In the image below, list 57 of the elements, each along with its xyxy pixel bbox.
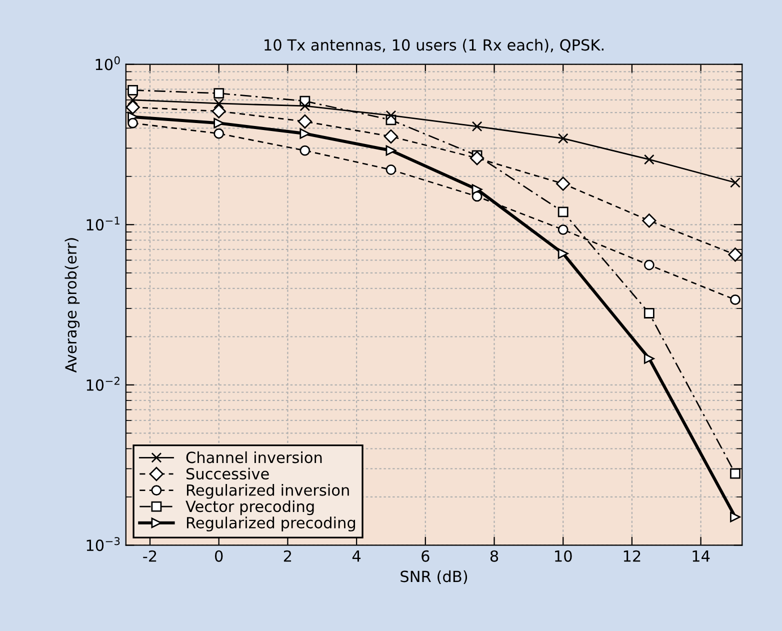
point — [472, 184, 482, 195]
x-tick-label: -2 — [143, 550, 156, 562]
legend-label: Regularized inversion — [186, 484, 349, 499]
point — [214, 128, 224, 139]
point — [298, 114, 312, 129]
point — [644, 308, 654, 318]
point — [300, 128, 310, 139]
point — [386, 164, 396, 175]
point — [472, 121, 482, 132]
y-tick-label: 10$^{−3}$ — [86, 537, 120, 552]
point — [730, 177, 740, 188]
x-tick-label: 2 — [284, 550, 292, 562]
point — [214, 88, 224, 98]
y-tick-label: 10$^{0}$ — [96, 56, 120, 70]
x-tick-label: 12 — [624, 550, 640, 562]
point — [214, 118, 224, 128]
point — [386, 110, 396, 121]
legend-label: Vector precoding — [186, 500, 314, 516]
point — [556, 176, 570, 191]
point — [558, 248, 568, 259]
point — [214, 98, 224, 109]
point — [730, 512, 740, 522]
legend-label: Regularized precoding — [186, 516, 356, 532]
point — [384, 129, 398, 144]
x-axis-title: SNR (dB) — [400, 570, 468, 584]
legend-label: Channel inversion — [186, 451, 322, 464]
point — [730, 468, 740, 479]
point — [470, 151, 484, 166]
y-tick-label: 10$^{−2}$ — [86, 376, 120, 391]
y-axis-title: Average prob(err) — [64, 238, 80, 373]
point — [642, 214, 656, 228]
point — [386, 145, 396, 156]
x-tick-label: 4 — [352, 550, 361, 562]
y-tick-label: 10$^{−1}$ — [86, 216, 120, 231]
x-tick-label: 14 — [692, 550, 710, 562]
point — [558, 133, 568, 144]
point — [558, 224, 568, 235]
point — [128, 118, 138, 128]
point — [212, 104, 226, 118]
point — [644, 353, 654, 364]
point — [644, 260, 654, 270]
x-tick-label: 8 — [490, 550, 498, 562]
x-tick-label: 10 — [555, 550, 572, 562]
point — [730, 294, 740, 305]
point — [558, 206, 568, 218]
point — [300, 100, 310, 112]
point — [126, 100, 140, 114]
chart-title: 10 Tx antennas, 10 users (1 Rx each), QPSK. — [264, 38, 604, 52]
x-tick-label: 0 — [215, 550, 223, 562]
legend-label: Successive — [186, 468, 269, 480]
point — [128, 84, 138, 96]
point — [472, 191, 482, 202]
point — [300, 145, 310, 156]
point — [128, 94, 138, 106]
point — [644, 154, 654, 165]
point — [728, 248, 742, 262]
x-tick-label: 6 — [422, 550, 430, 562]
